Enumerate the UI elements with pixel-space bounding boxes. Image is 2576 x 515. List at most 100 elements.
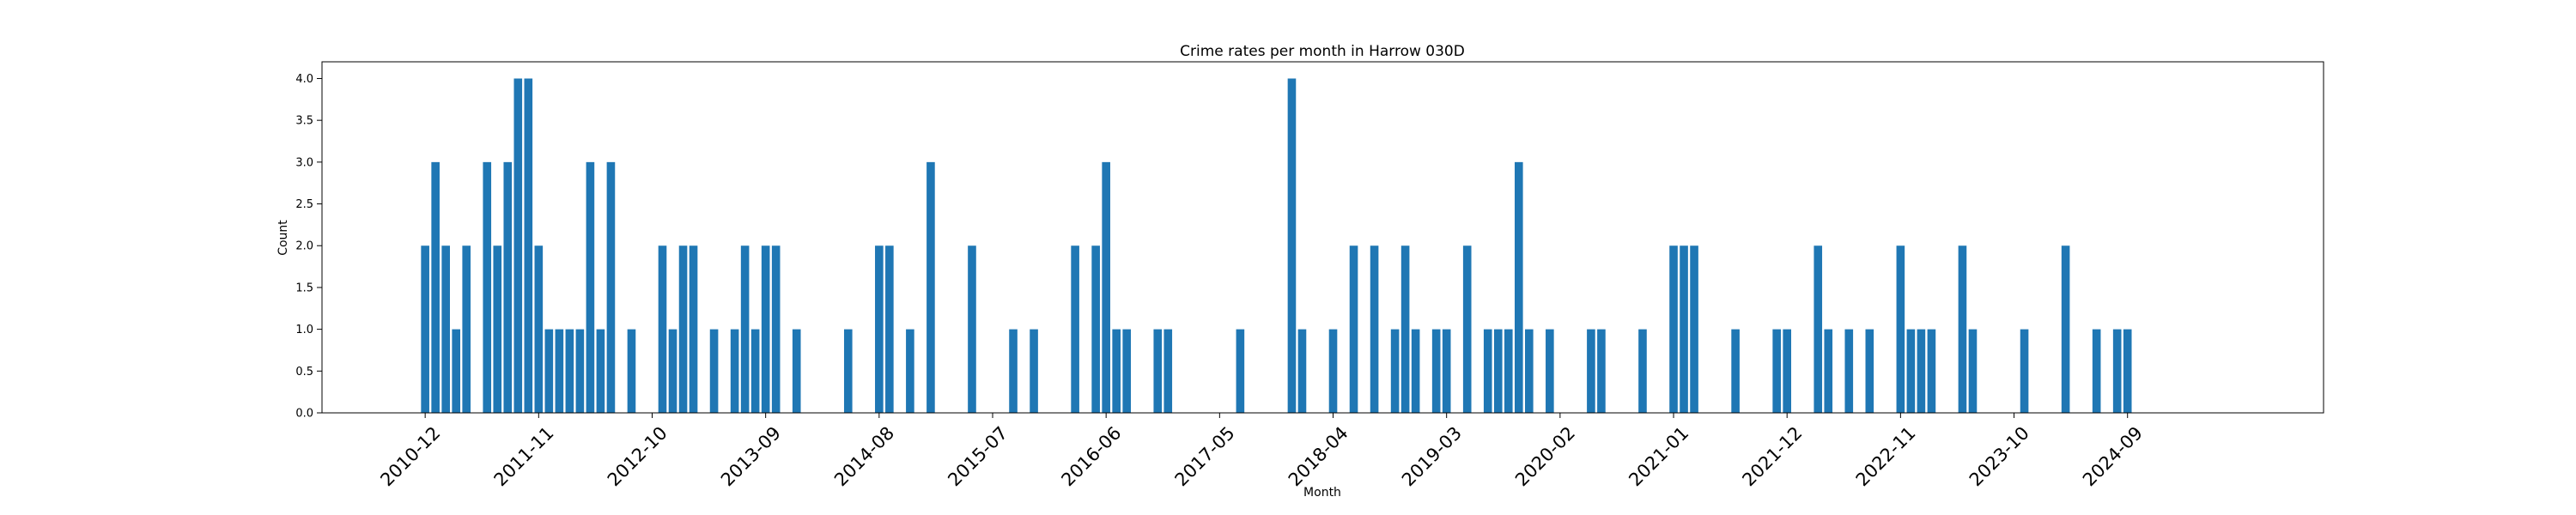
y-axis: 0.0 0.5 1.0 1.5 2.0 2.5 3.0 3.5 4.0 [295,73,322,421]
bar-2024-06 [2092,329,2101,413]
bar-2017-07 [1236,329,1245,413]
bar-2013-02 [689,245,698,413]
bar-2011-02 [441,245,450,413]
bar-2011-08 [503,161,513,414]
y-tick-label: 2.0 [295,240,313,253]
x-tick-label: 2012-10 [604,422,671,490]
bar-2011-01 [431,161,440,414]
bar-2023-05 [1958,245,1967,413]
bar-2014-08 [875,245,884,413]
x-tick-label: 2017-05 [1171,422,1239,490]
bar-2011-12 [544,329,554,413]
bar-2021-02 [1680,245,1688,413]
bar-2019-02 [1431,329,1441,413]
x-tick-label: 2024-09 [2079,422,2147,490]
bar-2016-08 [1122,329,1132,413]
x-tick-label: 2020-02 [1511,422,1579,490]
bar-2011-04 [462,245,471,413]
bar-2015-01 [927,161,935,414]
y-tick-label: 2.5 [295,198,313,211]
bar-2012-05 [596,329,605,413]
bar-2010-12 [421,245,429,413]
bar-2022-12 [1906,329,1916,413]
bar-2023-02 [1927,329,1936,413]
bar-2021-07 [1731,329,1740,413]
bar-2012-12 [668,329,677,413]
bar-2020-01 [1546,329,1554,413]
bar-2013-07 [740,245,750,413]
bar-2013-04 [709,329,719,413]
bar-2012-08 [627,329,636,413]
bar-2016-11 [1153,329,1163,413]
bar-2023-06 [1968,329,1978,413]
x-tick-label: 2022-11 [1852,422,1920,490]
bar-2018-06 [1349,245,1358,413]
bar-2018-11 [1400,245,1410,413]
bar-2019-08 [1493,329,1503,413]
y-tick-label: 3.5 [295,115,313,128]
bar-2013-10 [771,245,781,413]
bar-2013-12 [792,329,801,413]
bar-2018-12 [1411,329,1420,413]
bar-2018-08 [1370,245,1379,413]
y-axis-label: Count [276,220,290,256]
bars [421,78,2132,414]
bar-2019-11 [1525,329,1534,413]
y-tick-label: 3.0 [295,156,313,169]
bar-2011-03 [452,329,460,413]
plot-frame [321,61,2324,414]
bar-2015-09 [1009,329,1018,413]
bar-2022-03 [1814,245,1823,413]
bar-2016-07 [1112,329,1121,413]
bar-2016-03 [1071,245,1079,413]
y-tick-label: 0.5 [295,366,313,379]
bar-2013-06 [730,329,739,413]
x-tick-label: 2023-10 [1965,422,2033,490]
bar-2019-10 [1514,161,1523,414]
bar-2014-11 [906,329,914,413]
bar-2012-06 [606,161,616,414]
bar-2013-08 [750,329,760,413]
bar-2020-05 [1587,329,1595,413]
bar-2019-05 [1462,245,1472,413]
bar-2015-05 [968,245,976,413]
bar-2022-06 [1844,329,1854,413]
bar-2019-03 [1442,329,1451,413]
bar-2013-01 [678,245,688,413]
bar-2016-12 [1163,329,1173,413]
x-tick-label: 2021-01 [1625,422,1692,490]
bar-2024-03 [2061,245,2070,413]
bar-2024-09 [2123,329,2132,413]
bar-2012-11 [658,245,667,413]
bar-2023-11 [2020,329,2029,413]
bar-2022-04 [1824,329,1833,413]
x-tick-label: 2018-04 [1285,422,1352,490]
bar-2012-03 [575,329,585,413]
bar-2011-07 [493,245,502,413]
bar-2018-01 [1297,329,1307,413]
bar-2019-07 [1483,329,1492,413]
bar-2023-01 [1917,329,1926,413]
y-tick-label: 1.5 [295,282,313,294]
bar-2022-08 [1865,329,1874,413]
bar-2020-10 [1638,329,1647,413]
x-tick-label: 2011-11 [490,422,558,490]
bar-2014-09 [885,245,894,413]
y-tick-label: 4.0 [295,73,313,86]
bar-2012-02 [565,329,574,413]
x-tick-label: 2013-09 [717,422,785,490]
x-tick-label: 2021-12 [1738,422,1806,490]
bar-2021-01 [1669,245,1678,413]
bar-2018-10 [1390,329,1400,413]
y-tick-label: 1.0 [295,324,313,336]
bar-2015-11 [1030,329,1038,413]
bar-2021-12 [1783,329,1791,413]
bar-2016-05 [1091,245,1100,413]
x-axis: 2010-12 2011-11 2012-10 2013-09 2014-08 2015-… [376,413,2147,490]
bar-2021-03 [1690,245,1698,413]
bar-2011-11 [534,245,544,413]
bar-2020-06 [1597,329,1606,413]
y-tick-label: 0.0 [295,408,313,421]
bar-2018-04 [1328,329,1338,413]
